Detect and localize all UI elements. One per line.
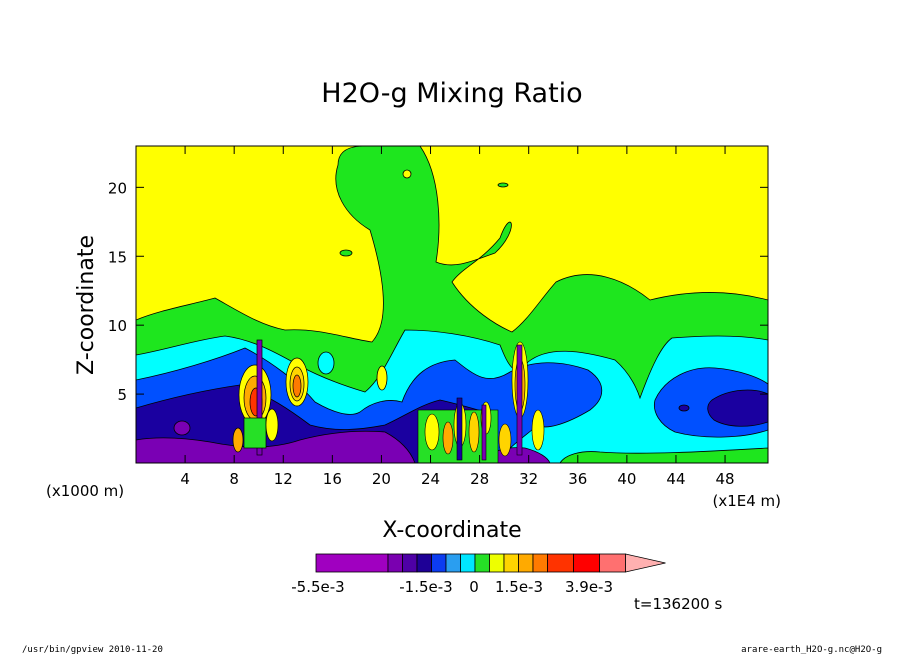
purple-spot [173,420,191,436]
region-darkblue [136,384,493,463]
x-tick-label: 4 [180,470,190,488]
colorbar-swatch [532,553,548,573]
colorbar-swatch [431,553,447,573]
x-tick-label: 8 [229,470,239,488]
x-unit-label: (x1E4 m) [712,492,781,510]
colorbar-swatch [599,553,626,573]
colorbar-swatch [503,553,519,573]
colorbar-label-1: -1.5e-3 [399,578,452,596]
colorbar-swatch [460,553,476,573]
x-tick-label: 40 [617,470,636,488]
y-tick-label: 5 [117,386,127,404]
colorbar-swatch [518,553,534,573]
colorbar-swatch [573,553,600,573]
colorbar-label-4: 3.9e-3 [565,578,613,596]
yellow-spot [402,169,412,179]
colorbar-label-2: 0 [469,578,479,596]
colorbar-swatch [402,553,418,573]
region-purple [136,430,416,463]
y-unit-label: (x1000 m) [46,482,124,500]
convective-cell-central [417,341,545,463]
colorbar-label-3: 1.5e-3 [495,578,543,596]
x-tick-label: 28 [470,470,489,488]
yellow-plume [376,365,388,391]
x-tick-label: 20 [372,470,391,488]
convective-cell-west [232,339,309,456]
y-axis: 5 10 15 20 [108,179,768,404]
region-green-bottom [559,447,768,463]
green-spot-2 [339,249,353,257]
footer-left: /usr/bin/gpview 2010-11-20 [22,645,163,654]
colorbar-swatch [445,553,461,573]
x-tick-label: 12 [274,470,293,488]
x-tick-label: 36 [568,470,587,488]
footer-right: arare-earth_H2O-g.nc@H2O-g [741,645,882,654]
x-tick-label: 48 [716,470,735,488]
colorbar [315,553,666,573]
cyan-spot [317,351,335,375]
time-label: t=136200 s [634,595,722,613]
x-tick-label: 24 [421,470,440,488]
plot-area [136,146,768,463]
darkblue-spot [678,404,690,412]
colorbar-swatch [387,553,403,573]
green-spot-1 [497,182,509,188]
x-axis: 4 8 12 16 20 24 28 32 36 40 44 48 [180,146,735,488]
colorbar-swatch [489,553,505,573]
y-tick-label: 10 [108,317,127,335]
x-tick-label: 16 [323,470,342,488]
chart-title: H2O-g Mixing Ratio [321,78,582,109]
x-tick-label: 32 [519,470,538,488]
colorbar-swatch [416,553,432,573]
colorbar-label-0: -5.5e-3 [291,578,344,596]
colorbar-swatch [474,553,490,573]
colorbar-swatch [315,553,389,573]
y-axis-label: Z-coordinate [74,235,99,375]
x-tick-label: 44 [666,470,685,488]
y-tick-label: 20 [108,179,127,197]
plot-frame [135,145,769,464]
region-darkblue-east [707,389,768,427]
colorbar-extension [625,553,666,573]
y-tick-label: 15 [108,248,127,266]
x-axis-label: X-coordinate [382,518,521,543]
colorbar-swatch [547,553,574,573]
